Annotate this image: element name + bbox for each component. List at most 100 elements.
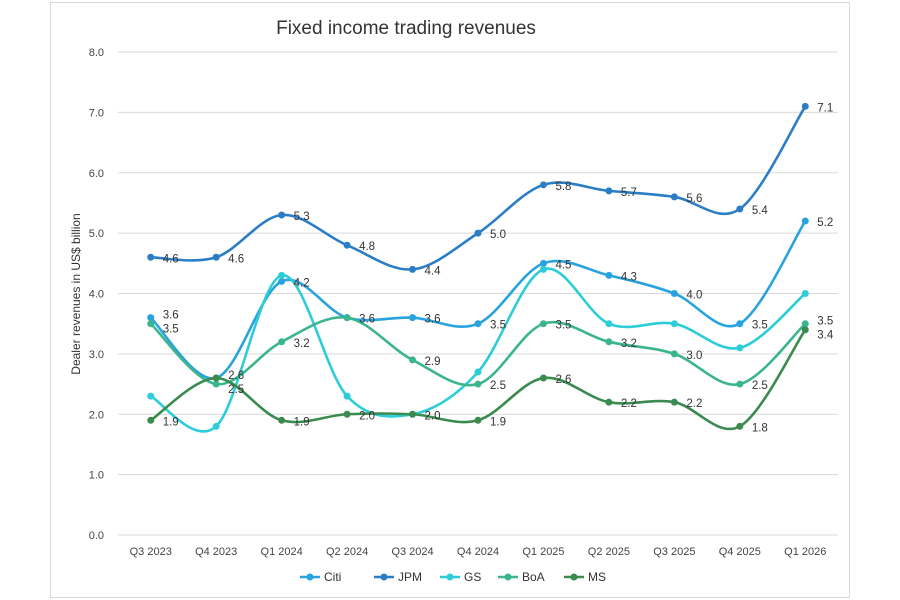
data-label-citi: 3.6: [359, 314, 375, 326]
data-point-ms: [409, 410, 417, 418]
data-point-gs: [474, 368, 482, 376]
y-tick-label: 0.0: [89, 530, 104, 542]
data-label-boa: 3.5: [163, 324, 179, 336]
data-label-citi: 4.0: [686, 290, 702, 302]
x-tick-label: Q2 2025: [588, 546, 630, 558]
data-point-citi: [539, 259, 547, 267]
data-label-jpm: 5.4: [752, 205, 769, 217]
data-label-ms: 2.2: [686, 398, 702, 410]
data-label-citi: 5.2: [817, 217, 833, 229]
data-point-ms: [736, 422, 744, 430]
data-point-citi: [474, 320, 482, 328]
data-point-gs: [343, 392, 351, 400]
legend-marker: [380, 573, 388, 581]
data-point-jpm: [278, 211, 286, 219]
data-point-boa: [278, 338, 286, 346]
x-tick-label: Q1 2025: [522, 546, 564, 558]
legend-item-gs: GS: [464, 570, 481, 584]
data-label-ms: 2.6: [555, 374, 571, 386]
data-label-ms: 2.6: [228, 370, 244, 382]
x-tick-label: Q3 2023: [130, 546, 172, 558]
legend-marker: [306, 573, 314, 581]
data-point-gs: [605, 320, 613, 328]
data-point-boa: [343, 314, 351, 322]
data-point-boa: [409, 356, 417, 364]
data-point-boa: [212, 380, 220, 388]
data-point-citi: [801, 217, 809, 225]
x-tick-label: Q4 2025: [719, 546, 761, 558]
data-label-boa: 2.5: [490, 380, 506, 392]
data-label-boa: 2.9: [425, 356, 441, 368]
y-tick-label: 8.0: [89, 47, 104, 59]
data-label-jpm: 5.7: [621, 187, 637, 199]
y-tick-label: 2.0: [89, 409, 104, 421]
data-point-gs: [801, 290, 809, 297]
data-point-boa: [801, 320, 809, 328]
data-point-jpm: [605, 187, 613, 195]
data-label-jpm: 4.6: [228, 253, 244, 265]
data-point-boa: [474, 380, 482, 388]
series-line-jpm: [150, 105, 807, 271]
data-point-jpm: [736, 205, 744, 213]
data-label-jpm: 5.3: [294, 211, 310, 223]
data-label-citi: 3.6: [425, 314, 441, 326]
data-label-citi: 3.5: [752, 320, 768, 332]
data-label-citi: 3.5: [490, 320, 506, 332]
data-label-ms: 3.4: [817, 330, 834, 342]
data-point-gs: [736, 344, 744, 352]
legend-marker: [446, 573, 454, 581]
data-label-ms: 1.9: [294, 416, 310, 428]
data-point-gs: [212, 422, 220, 430]
data-point-citi: [670, 290, 678, 297]
x-tick-label: Q3 2024: [391, 546, 433, 558]
data-label-citi: 4.5: [555, 259, 571, 271]
x-tick-label: Q2 2024: [326, 546, 368, 558]
data-point-boa: [605, 338, 613, 346]
data-point-citi: [278, 277, 286, 285]
data-label-boa: 2.5: [228, 384, 244, 396]
x-tick-label: Q4 2023: [195, 546, 237, 558]
data-label-boa: 3.2: [621, 338, 637, 350]
data-label-ms: 1.9: [163, 416, 179, 428]
data-label-jpm: 4.4: [425, 265, 442, 277]
data-label-citi: 3.6: [163, 310, 179, 322]
series-line-gs: [150, 267, 807, 433]
data-label-ms: 1.9: [490, 416, 506, 428]
data-label-jpm: 5.8: [555, 181, 571, 193]
data-point-ms: [605, 398, 613, 406]
data-point-ms: [212, 374, 220, 382]
y-tick-label: 4.0: [89, 289, 104, 301]
data-label-boa: 3.5: [817, 316, 833, 328]
data-point-gs: [539, 265, 547, 273]
data-point-jpm: [670, 193, 678, 201]
y-tick-label: 6.0: [89, 168, 104, 180]
data-point-boa: [147, 320, 155, 328]
data-point-boa: [539, 320, 547, 328]
legend-item-citi: Citi: [324, 570, 341, 584]
data-point-ms: [147, 416, 155, 424]
data-point-jpm: [801, 102, 809, 110]
data-label-boa: 3.5: [555, 320, 571, 332]
data-label-jpm: 4.8: [359, 241, 375, 253]
data-label-boa: 3.2: [294, 338, 310, 350]
legend-item-boa: BoA: [522, 570, 545, 584]
data-label-ms: 2.0: [359, 410, 375, 422]
data-label-citi: 4.2: [294, 277, 310, 289]
data-point-boa: [736, 380, 744, 388]
data-point-ms: [343, 410, 351, 418]
x-tick-label: Q4 2024: [457, 546, 499, 558]
data-label-ms: 1.8: [752, 422, 768, 434]
series-line-citi: [149, 220, 807, 380]
data-label-jpm: 5.6: [686, 193, 702, 205]
data-point-citi: [409, 314, 417, 322]
x-tick-label: Q3 2025: [653, 546, 695, 558]
legend-item-ms: MS: [588, 570, 606, 584]
chart-title: Fixed income trading revenues: [276, 18, 536, 39]
x-tick-label: Q1 2024: [261, 546, 303, 558]
chart-frame: [50, 2, 850, 598]
x-tick-label: Q1 2026: [784, 546, 826, 558]
data-label-ms: 2.2: [621, 398, 637, 410]
data-point-jpm: [147, 253, 155, 261]
y-tick-label: 5.0: [89, 228, 104, 240]
